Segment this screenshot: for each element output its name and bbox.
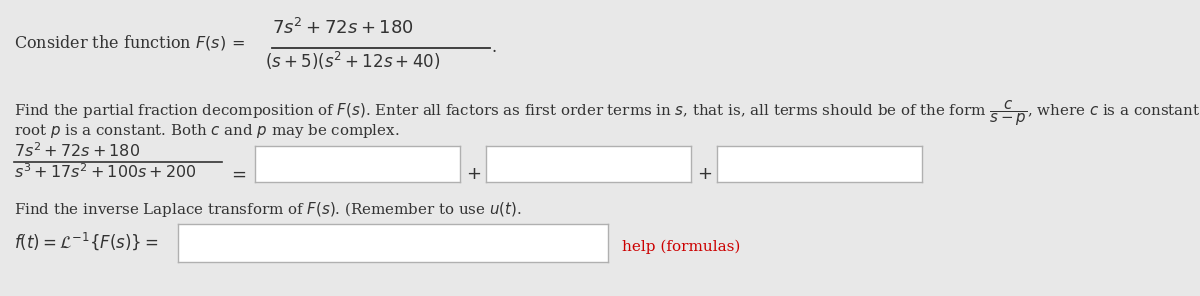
Text: $+$: $+$ (466, 165, 481, 183)
Text: Consider the function $F(s)\,=$: Consider the function $F(s)\,=$ (14, 33, 245, 52)
Text: root $p$ is a constant. Both $c$ and $p$ may be complex.: root $p$ is a constant. Both $c$ and $p$… (14, 122, 400, 140)
Text: $f(t) = \mathcal{L}^{-1}\{F(s)\} = $: $f(t) = \mathcal{L}^{-1}\{F(s)\} = $ (14, 230, 158, 252)
Text: $(s + 5)(s^2 + 12s + 40)$: $(s + 5)(s^2 + 12s + 40)$ (265, 50, 440, 72)
Text: $+$: $+$ (697, 165, 712, 183)
Text: $7s^2 + 72s + 180$: $7s^2 + 72s + 180$ (14, 142, 140, 161)
Text: .: . (492, 39, 497, 57)
Text: help (formulas): help (formulas) (622, 240, 740, 254)
Text: Find the partial fraction decomposition of $F(s)$. Enter all factors as first or: Find the partial fraction decomposition … (14, 98, 1200, 128)
Text: $s^3 + 17s^2 + 100s + 200$: $s^3 + 17s^2 + 100s + 200$ (14, 163, 197, 182)
Text: Find the inverse Laplace transform of $F(s)$. (Remember to use $u(t)$.: Find the inverse Laplace transform of $F… (14, 200, 522, 219)
Text: $=$: $=$ (228, 165, 247, 183)
Text: $7s^2 + 72s + 180$: $7s^2 + 72s + 180$ (272, 18, 414, 38)
